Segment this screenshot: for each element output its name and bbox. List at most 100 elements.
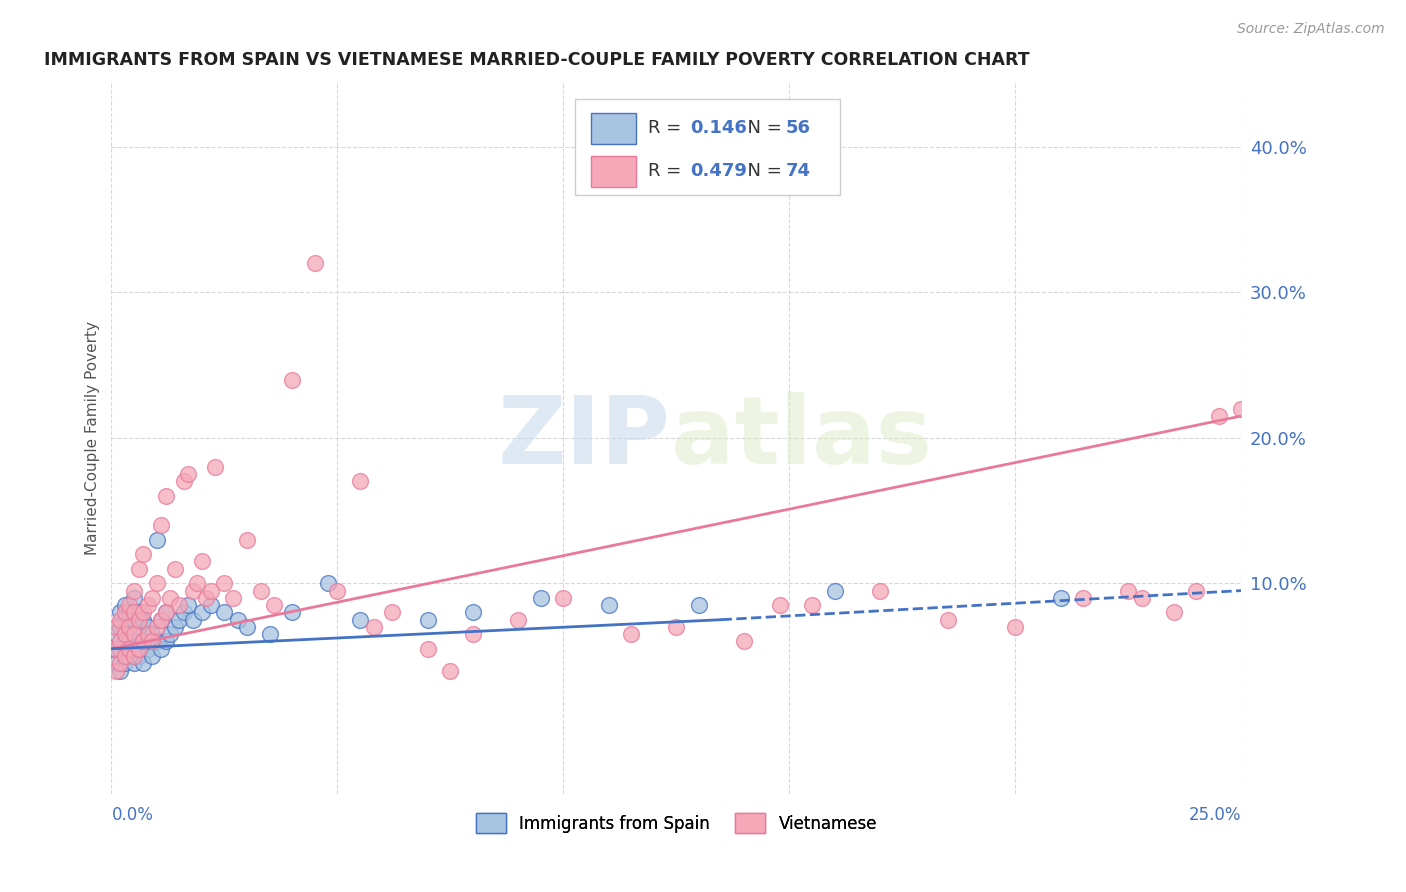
Text: Source: ZipAtlas.com: Source: ZipAtlas.com	[1237, 22, 1385, 37]
Text: 0.479: 0.479	[690, 161, 747, 180]
Point	[508, 613, 530, 627]
Point	[349, 475, 371, 489]
Point	[200, 598, 222, 612]
Point	[132, 613, 155, 627]
Point	[222, 591, 245, 605]
Point	[104, 620, 127, 634]
Point	[1004, 620, 1026, 634]
Point	[177, 598, 200, 612]
Point	[145, 533, 167, 547]
Point	[304, 256, 326, 270]
Point	[801, 598, 824, 612]
Point	[128, 648, 150, 663]
Point	[136, 598, 159, 612]
Y-axis label: Married-Couple Family Poverty: Married-Couple Family Poverty	[86, 321, 100, 555]
Point	[259, 627, 281, 641]
Point	[136, 627, 159, 641]
Point	[553, 591, 575, 605]
Text: 0.146: 0.146	[690, 119, 747, 137]
Point	[150, 518, 173, 533]
Point	[136, 641, 159, 656]
Text: 25.0%: 25.0%	[1189, 805, 1241, 824]
Text: N =: N =	[737, 161, 787, 180]
Point	[132, 547, 155, 561]
Point	[110, 657, 132, 671]
Text: IMMIGRANTS FROM SPAIN VS VIETNAMESE MARRIED-COUPLE FAMILY POVERTY CORRELATION CH: IMMIGRANTS FROM SPAIN VS VIETNAMESE MARR…	[44, 51, 1029, 69]
Point	[132, 634, 155, 648]
Point	[416, 613, 439, 627]
Point	[530, 591, 553, 605]
Point	[236, 533, 259, 547]
Point	[145, 634, 167, 648]
FancyBboxPatch shape	[591, 113, 636, 145]
Point	[177, 467, 200, 482]
Point	[122, 634, 145, 648]
Point	[118, 648, 141, 663]
Point	[263, 598, 285, 612]
Point	[204, 459, 226, 474]
Point	[110, 641, 132, 656]
Text: 56: 56	[786, 119, 811, 137]
Point	[1118, 583, 1140, 598]
Point	[104, 627, 127, 641]
Point	[159, 627, 181, 641]
Point	[181, 613, 204, 627]
Point	[191, 606, 214, 620]
Point	[173, 475, 195, 489]
Point	[1071, 591, 1094, 605]
Point	[141, 634, 163, 648]
Point	[688, 598, 710, 612]
Point	[132, 634, 155, 648]
Point	[214, 576, 236, 591]
Point	[461, 606, 484, 620]
Point	[155, 634, 177, 648]
Point	[439, 664, 461, 678]
Point	[114, 613, 136, 627]
Point	[1208, 409, 1230, 423]
Point	[733, 634, 755, 648]
Point	[936, 613, 959, 627]
Point	[145, 576, 167, 591]
Point	[167, 598, 190, 612]
Point	[226, 613, 249, 627]
Point	[191, 554, 214, 568]
Point	[1130, 591, 1153, 605]
Point	[461, 627, 484, 641]
Point	[118, 620, 141, 634]
Point	[122, 606, 145, 620]
Point	[118, 641, 141, 656]
Point	[769, 598, 792, 612]
Point	[349, 613, 371, 627]
Point	[118, 606, 141, 620]
Point	[110, 664, 132, 678]
Point	[214, 606, 236, 620]
Point	[1049, 591, 1071, 605]
Text: R =: R =	[648, 119, 688, 137]
Point	[598, 598, 620, 612]
Point	[122, 657, 145, 671]
Point	[173, 606, 195, 620]
Point	[163, 620, 186, 634]
Point	[281, 373, 304, 387]
Point	[104, 664, 127, 678]
Point	[128, 606, 150, 620]
Point	[114, 606, 136, 620]
Point	[155, 606, 177, 620]
Point	[318, 576, 340, 591]
FancyBboxPatch shape	[591, 156, 636, 187]
Point	[104, 657, 127, 671]
Point	[150, 613, 173, 627]
Point	[104, 641, 127, 656]
Point	[114, 598, 136, 612]
Point	[132, 657, 155, 671]
Point	[128, 562, 150, 576]
Point	[132, 606, 155, 620]
Point	[128, 641, 150, 656]
Point	[141, 648, 163, 663]
Point	[141, 591, 163, 605]
Text: 74: 74	[786, 161, 811, 180]
Point	[122, 591, 145, 605]
Point	[326, 583, 349, 598]
Legend: Immigrants from Spain, Vietnamese: Immigrants from Spain, Vietnamese	[470, 807, 883, 839]
Point	[114, 634, 136, 648]
